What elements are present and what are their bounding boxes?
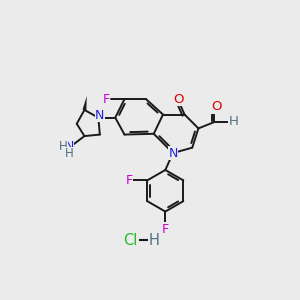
Text: H: H [65, 147, 74, 160]
Text: Cl: Cl [124, 232, 138, 247]
Text: H: H [58, 140, 67, 153]
Text: N: N [64, 140, 74, 153]
Text: O: O [173, 93, 184, 106]
Text: N: N [95, 109, 104, 122]
Text: F: F [162, 223, 169, 236]
Polygon shape [82, 96, 87, 110]
Text: O: O [211, 100, 221, 113]
Text: F: F [102, 93, 110, 106]
Text: H: H [229, 115, 239, 128]
Text: F: F [125, 174, 132, 187]
Text: H: H [148, 232, 159, 247]
Text: N: N [168, 146, 178, 160]
